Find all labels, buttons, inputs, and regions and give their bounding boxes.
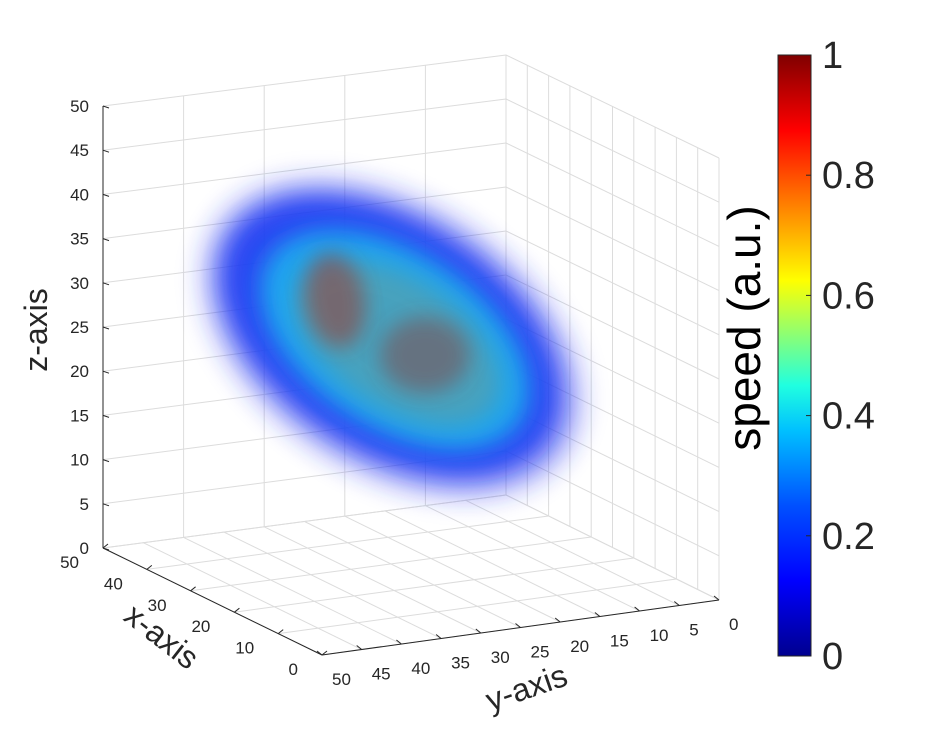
grid-line-floor-y [223,531,442,639]
y-tick-mark [316,650,323,656]
y-tick-labels: 0 5 10 15 20 25 30 35 40 45 50 [316,595,738,689]
x-tick-mark [277,629,284,634]
volume-core-1 [304,252,366,348]
y-tick-label: 5 [689,621,698,640]
z-tick-mark [102,149,110,153]
z-tick-label: 35 [70,230,89,249]
grid-line-floor-y [465,499,680,606]
z-tick-label: 50 [70,97,89,116]
z-tick-mark [102,503,110,507]
y-tick-mark [356,645,363,650]
grid-line-floor-y [304,521,521,628]
z-tick-label: 40 [70,185,89,204]
colorbar-tick-label: 0.2 [822,516,875,558]
z-tick-label: 15 [70,406,89,425]
y-tick-label: 10 [650,626,669,645]
x-tick-mark [234,607,240,613]
grid-line-floor-y [425,505,640,612]
colorbar-tick-labels: 0 0.2 0.4 0.6 0.8 1 [806,35,875,678]
y-tick-mark [396,639,402,645]
grid-line-floor-y [143,542,362,650]
x-tick-label: 0 [289,660,298,679]
x-tick-labels: 0 10 20 30 40 50 [60,543,328,679]
grid-line-floor-y [384,510,601,617]
z-tick-labels: 0 5 10 15 20 25 30 35 40 45 50 [70,97,110,558]
z-tick-label: 0 [80,539,89,558]
x-tick-label: 20 [191,617,210,636]
y-tick-mark [594,612,601,617]
colorbar-tick-label: 0.4 [822,396,875,438]
grid-line-floor-y [505,494,720,601]
volume-render [206,181,578,495]
y-tick-mark [435,634,442,639]
x-tick-mark [146,565,153,570]
y-tick-mark [554,617,561,623]
z-tick-mark [102,547,110,551]
z-tick-mark [102,282,110,286]
y-tick-mark [475,628,482,634]
y-tick-label: 40 [411,659,430,678]
grid-line-floor-y [344,515,561,623]
colorbar-tick-label: 1 [822,35,843,77]
z-tick-label: 25 [70,318,89,337]
y-tick-label: 15 [610,632,629,651]
x-tick-mark [190,586,196,592]
colorbar-tick-label: 0.8 [822,155,875,197]
z-tick-mark [102,238,110,242]
z-tick-mark [102,459,110,463]
z-axis-label: z-axis [18,288,54,372]
colorbar-label: speed (a.u.) [718,205,770,450]
x-tick-label: 40 [104,574,123,593]
z-tick-label: 20 [70,362,89,381]
z-tick-label: 10 [70,451,89,470]
y-tick-mark [634,606,640,612]
y-tick-label: 35 [451,654,470,673]
z-tick-mark [102,326,110,330]
y-tick-label: 45 [372,665,391,684]
y-tick-mark [713,595,720,601]
grid-line-left-wall-z [102,98,507,151]
y-tick-label: 25 [531,643,550,662]
colorbar-tick-label: 0 [822,636,843,678]
z-tick-mark [102,193,110,197]
y-tick-label: 50 [332,670,351,689]
grid-line-floor-y [183,536,402,645]
x-tick-mark [102,543,109,549]
y-tick-label: 0 [729,615,738,634]
y-tick-label: 30 [491,648,510,667]
y-tick-mark [515,623,521,628]
grid-line-left-wall-z [102,142,507,195]
z-tick-mark [102,105,110,109]
z-tick-mark [102,414,110,418]
x-tick-label: 50 [60,553,79,572]
x-tick-label: 10 [235,639,254,658]
z-tick-label: 45 [70,141,89,160]
z-tick-mark [102,370,110,374]
grid-line-left-wall-z [102,54,507,107]
x-tick-mark [321,650,328,656]
volume-core-2 [380,317,470,393]
grid-line-floor-y [263,526,482,634]
colorbar-tick-label: 0.6 [822,275,875,317]
x-tick-label: 30 [148,596,167,615]
z-tick-label: 5 [80,495,89,514]
x-axis-line [102,547,323,656]
colorbar [777,54,812,657]
y-tick-label: 20 [570,637,589,656]
y-tick-mark [673,601,680,606]
z-tick-label: 30 [70,274,89,293]
